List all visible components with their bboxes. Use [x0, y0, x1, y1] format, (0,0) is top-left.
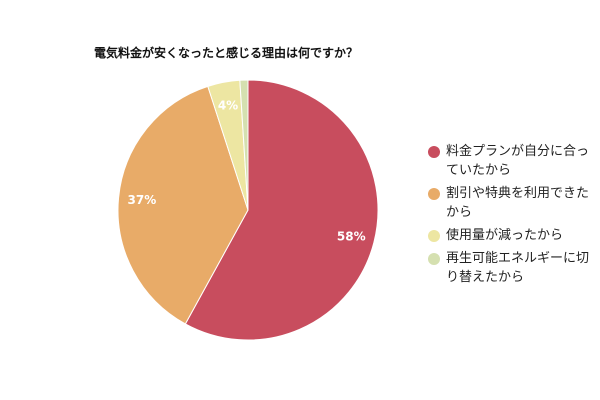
legend-item-3: 使用量が減ったから	[428, 226, 600, 245]
legend-label: 使用量が減ったから	[446, 228, 564, 243]
legend-swatch	[428, 146, 440, 158]
legend-swatch	[428, 230, 440, 242]
pie-slice-label-3: 4%	[218, 98, 238, 112]
pie-slice-2	[117, 85, 249, 325]
pie-slice-4	[239, 79, 249, 211]
legend-swatch	[428, 188, 440, 200]
legend: 料金プランが自分に合っていたから 割引や特典を利用できたから使用量が減ったから再生…	[428, 142, 600, 291]
pie-slice-labels: 58% 37% 4%	[128, 98, 366, 243]
chart-title: 電気料金が安くなったと感じる理由は何ですか？	[94, 46, 359, 60]
legend-item-4: 再生可能エネルギーに切り替えたから	[428, 249, 600, 287]
legend-label: 料金プランが自分に合っていたから	[446, 144, 590, 178]
pie-slice-label-1: 58%	[337, 230, 366, 244]
pie-slices	[117, 79, 379, 341]
legend-label: 再生可能エネルギーに切り替えたから	[446, 251, 590, 285]
legend-item-1: 料金プランが自分に合っていたから	[428, 142, 600, 180]
pie-slice-1	[184, 79, 379, 341]
pie-slice-label-2: 37%	[128, 193, 157, 207]
legend-label: 割引や特典を利用できたから	[446, 186, 590, 220]
legend-item-2: 割引や特典を利用できたから	[428, 184, 600, 222]
legend-swatch	[428, 253, 440, 265]
